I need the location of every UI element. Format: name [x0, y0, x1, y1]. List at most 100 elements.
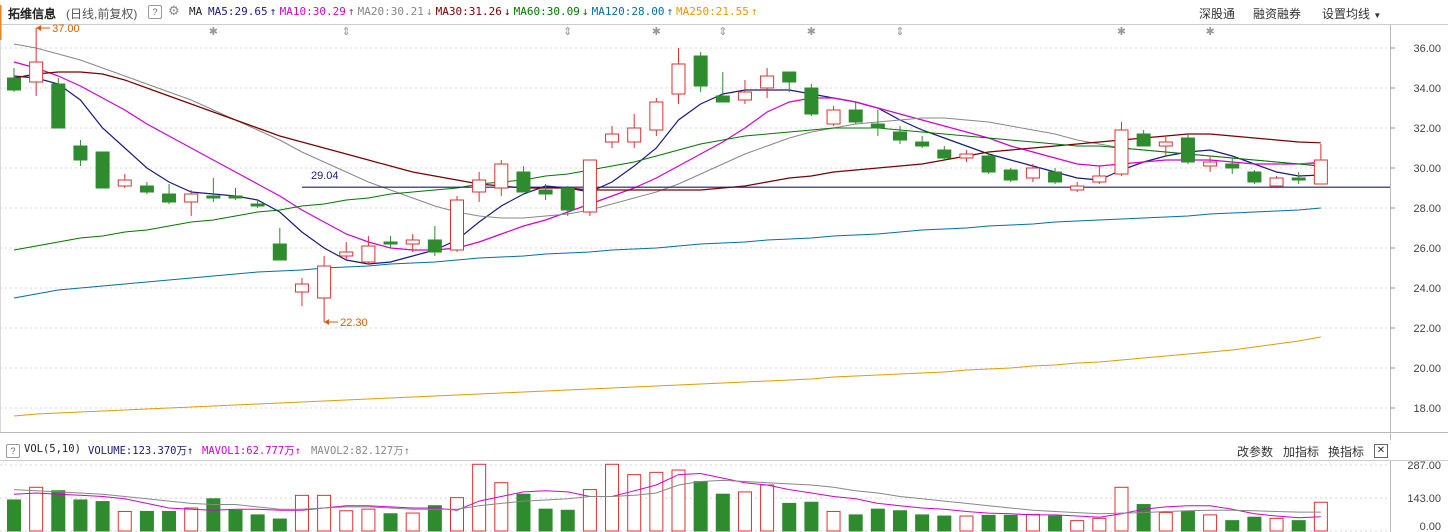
volume-bar [804, 501, 819, 532]
candle-body [1313, 159, 1328, 185]
candle-body [1048, 171, 1063, 183]
set-ma-label: 设置均线 [1322, 7, 1371, 21]
shgt-button[interactable]: 深股通 [1199, 7, 1236, 21]
volume-bar [29, 486, 44, 532]
volume-value: VOLUME:123.370万↑ [88, 445, 194, 457]
vol-tick-label: 143.00 [1407, 493, 1441, 505]
volume-bar [981, 514, 996, 532]
volume-bar [1247, 516, 1262, 532]
volume-bar [737, 491, 752, 532]
candle-body [516, 171, 531, 193]
reference-hline-label: 29.04 [311, 170, 339, 182]
ma-line-ma250 [13, 336, 1321, 417]
volume-bar [538, 508, 553, 532]
candle-body [206, 195, 221, 199]
candle-body [870, 123, 885, 129]
ma-lines [13, 43, 1321, 417]
volume-bar [117, 510, 132, 532]
candle-body [250, 203, 265, 207]
candle-body [95, 151, 110, 189]
add-indicator-button[interactable]: 加指标 [1283, 445, 1320, 459]
volume-bar [1136, 504, 1151, 532]
volume-bars [7, 463, 1328, 532]
help-icon[interactable]: ? [148, 5, 162, 19]
set-ma-button[interactable]: 设置均线 ▼ [1322, 5, 1381, 22]
event-marker-icon: ⇕ [718, 26, 727, 38]
candle-body [538, 189, 553, 195]
change-params-button[interactable]: 改参数 [1237, 445, 1274, 459]
candle-body [73, 145, 88, 161]
volume-bar [915, 514, 930, 532]
volume-bar [1114, 486, 1129, 532]
event-marker-icon: ⇕ [342, 26, 351, 38]
candle-body [1225, 163, 1240, 169]
vol-tick-label: 287.00 [1407, 460, 1441, 472]
mavol2-value: MAVOL2:82.127万↑ [311, 445, 411, 457]
candlestick-chart: 36.00 34.00 32.00 30.00 28.00 26.00 24.00 22.00… [0, 5, 1448, 440]
mavol-line-mavol1 [13, 472, 1321, 519]
event-marker-icon: ✱ [1117, 26, 1126, 38]
ma-indicator-2: MA20:30.21 ↓ [357, 5, 433, 18]
y-tick-label: 34.00 [1413, 83, 1441, 95]
candle-body [804, 87, 819, 115]
volume-bar [671, 469, 686, 532]
y-tick-label: 24.00 [1413, 283, 1441, 295]
event-marker-icon: ✱ [652, 26, 661, 38]
volume-bar [1092, 517, 1107, 532]
volume-bar [848, 514, 863, 532]
candle-body [339, 251, 354, 257]
volume-bar [73, 499, 88, 532]
volume-bar [427, 505, 442, 532]
ma-indicator-0: MA5:29.65 ↑ [208, 5, 277, 18]
low-arrow [324, 319, 330, 325]
volume-bar [1203, 514, 1218, 532]
ma-indicator-6: MA250:21.55 ↑ [676, 5, 758, 18]
candle-body [294, 283, 309, 293]
candle-body [760, 75, 775, 89]
price-grid [0, 5, 1448, 440]
ma-indicator-4: MA60:30.09 ↓ [513, 5, 589, 18]
vol-tick-label: 0.00 [1420, 521, 1441, 532]
volume-bar [1003, 514, 1018, 532]
candle-body [1114, 129, 1129, 175]
gear-icon[interactable]: ⚙ [168, 3, 180, 18]
volume-help-icon[interactable]: ? [6, 444, 20, 458]
volume-bar [1291, 520, 1306, 532]
volume-bar [7, 499, 21, 532]
candles [7, 28, 1328, 322]
volume-bar [51, 490, 66, 532]
candle-body [228, 195, 243, 199]
y-tick-label: 28.00 [1413, 203, 1441, 215]
candle-body [29, 61, 44, 83]
candle-body [1180, 137, 1195, 163]
candle-body [893, 131, 907, 141]
switch-indicator-button[interactable]: 换指标 [1328, 445, 1365, 459]
chart-mode: (日线,前复权) [66, 7, 138, 21]
candle-body [627, 127, 642, 143]
chevron-down-icon: ▼ [1373, 11, 1382, 20]
rzrq-button[interactable]: 融资融券 [1253, 7, 1302, 21]
candle-body [582, 159, 597, 213]
volume-bar [383, 513, 398, 532]
ma-label: MA [189, 5, 203, 18]
volume-bar [162, 510, 177, 532]
candle-body [1269, 177, 1284, 187]
high-label: 37.00 [52, 23, 80, 35]
y-tick-label: 30.00 [1413, 163, 1441, 175]
volume-bar [184, 507, 199, 532]
candle-body [1158, 141, 1173, 147]
volume-bar [317, 494, 332, 532]
candle-body [272, 243, 287, 261]
y-tick-label: 36.00 [1413, 43, 1441, 55]
close-icon[interactable]: ✕ [1374, 444, 1388, 458]
volume-bar [1025, 513, 1040, 532]
volume-bar [294, 494, 309, 532]
volume-bar [206, 498, 221, 532]
event-marker-icon: ✱ [1205, 26, 1214, 38]
vol-label: VOL(5,10) [24, 443, 81, 455]
ma-indicator-5: MA120:28.00 ↑ [591, 5, 674, 18]
candle-body [782, 71, 797, 83]
volume-bar [272, 518, 287, 532]
volume-bar [893, 510, 907, 532]
volume-bar [516, 493, 531, 532]
